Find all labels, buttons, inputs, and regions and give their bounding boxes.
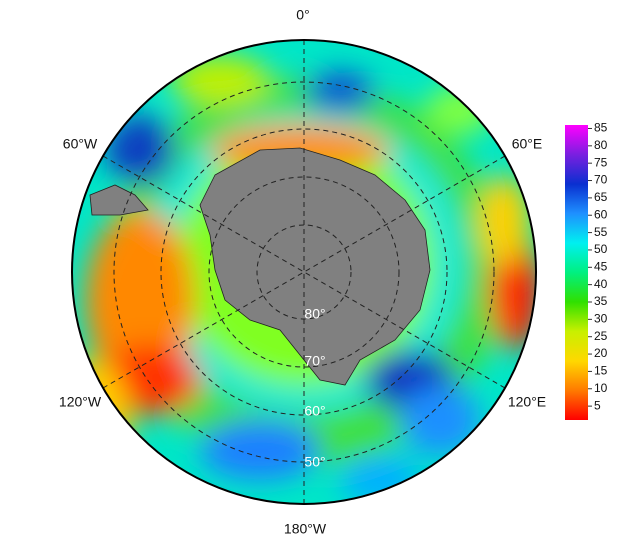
longitude-label: 120°E	[508, 394, 546, 410]
colorbar-tick-label: 35	[594, 294, 608, 308]
colorbar-tick-label: 40	[594, 277, 608, 291]
longitude-label: 0°	[296, 7, 309, 23]
latitude-label: 80°	[304, 306, 325, 322]
colorbar-tick-label: 5	[594, 398, 601, 412]
colorbar-tick-label: 60	[594, 207, 608, 221]
colorbar-tick-label: 75	[594, 155, 608, 169]
data-field	[72, 40, 536, 504]
colorbar-tick-label: 70	[594, 173, 608, 187]
map-border	[71, 39, 537, 505]
longitude-label: 180°W	[284, 521, 327, 537]
south-america	[89, 184, 149, 216]
colorbar-tick-label: 25	[594, 329, 608, 343]
longitude-label: 120°W	[59, 394, 102, 410]
graticule	[102, 40, 506, 504]
longitude-label: 60°E	[512, 136, 543, 152]
colorbar-tick-label: 15	[594, 364, 608, 378]
colorbar-tick-label: 20	[594, 346, 608, 360]
colorbar-tick-label: 10	[594, 381, 608, 395]
colorbar-tick-label: 55	[594, 225, 608, 239]
colorbar-tick-label: 30	[594, 312, 608, 326]
colorbar-tick-label: 65	[594, 190, 608, 204]
colorbar-tick-label: 45	[594, 259, 608, 273]
colorbar-tick-label: 85	[594, 121, 608, 135]
latitude-label: 70°	[304, 353, 325, 369]
colorbar-tick-label: 50	[594, 242, 608, 256]
latitude-label: 50°	[304, 454, 325, 470]
colorbar-tick-label: 80	[594, 138, 608, 152]
antarctica	[199, 147, 431, 386]
latitude-label: 60°	[304, 403, 325, 419]
longitude-label: 60°W	[63, 136, 98, 152]
colorbar-ramp	[565, 125, 588, 420]
colorbar: 5 10 15 20 25 30 35 40 45 50 55 60 65 70 75 80 85	[565, 121, 608, 420]
